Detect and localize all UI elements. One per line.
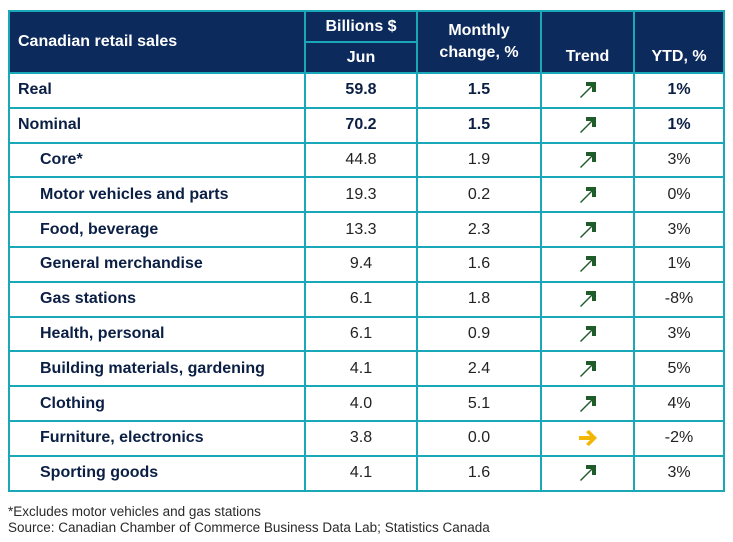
- up-arrow-icon: [577, 219, 599, 241]
- row-value-billions: 4.0: [304, 385, 418, 422]
- row-monthly-change: 1.6: [416, 454, 542, 492]
- up-arrow-icon: [577, 358, 599, 380]
- row-value-billions: 4.1: [304, 454, 418, 492]
- table-row: Building materials, gardening 4.1 2.4 5%: [8, 350, 725, 388]
- row-label: Real: [8, 72, 306, 109]
- row-label: Food, beverage: [8, 211, 306, 248]
- row-ytd: 1%: [633, 245, 725, 283]
- row-trend: [540, 72, 635, 109]
- row-monthly-change: 0.2: [416, 176, 542, 214]
- row-monthly-change: 0.0: [416, 419, 542, 457]
- row-value-billions: 3.8: [304, 419, 418, 457]
- row-trend: [540, 211, 635, 248]
- table-row: Gas stations 6.1 1.8 -8%: [8, 280, 725, 318]
- retail-sales-table-container: Canadian retail sales Billions $ Monthly…: [8, 10, 725, 492]
- up-arrow-icon: [577, 288, 599, 310]
- up-arrow-icon: [577, 114, 599, 136]
- row-trend: [540, 454, 635, 492]
- row-monthly-change: 5.1: [416, 385, 542, 422]
- retail-sales-table: Canadian retail sales Billions $ Monthly…: [8, 10, 725, 492]
- row-ytd: 4%: [633, 385, 725, 422]
- row-ytd: 3%: [633, 141, 725, 179]
- up-arrow-icon: [577, 462, 599, 484]
- row-monthly-change: 1.6: [416, 245, 542, 283]
- table-row: Sporting goods 4.1 1.6 3%: [8, 454, 725, 492]
- monthly-change-header-text: Monthly change, %: [439, 22, 519, 61]
- row-label: Building materials, gardening: [8, 350, 306, 388]
- row-monthly-change: 1.9: [416, 141, 542, 179]
- row-ytd: 5%: [633, 350, 725, 388]
- row-value-billions: 6.1: [304, 280, 418, 318]
- table-row: Nominal 70.2 1.5 1%: [8, 106, 725, 144]
- table-row: Real 59.8 1.5 1%: [8, 72, 725, 109]
- table-row: Furniture, electronics 3.8 0.0 -2%: [8, 419, 725, 457]
- row-label: General merchandise: [8, 245, 306, 283]
- row-ytd: -8%: [633, 280, 725, 318]
- row-trend: [540, 106, 635, 144]
- column-header-trend: Trend: [540, 10, 635, 74]
- row-label: Sporting goods: [8, 454, 306, 492]
- row-ytd: -2%: [633, 419, 725, 457]
- row-value-billions: 13.3: [304, 211, 418, 248]
- row-value-billions: 19.3: [304, 176, 418, 214]
- row-label: Gas stations: [8, 280, 306, 318]
- table-row: General merchandise 9.4 1.6 1%: [8, 245, 725, 283]
- footnote-excludes: *Excludes motor vehicles and gas station…: [8, 504, 261, 519]
- row-label: Health, personal: [8, 315, 306, 353]
- row-trend: [540, 385, 635, 422]
- row-value-billions: 44.8: [304, 141, 418, 179]
- row-label: Motor vehicles and parts: [8, 176, 306, 214]
- row-value-billions: 6.1: [304, 315, 418, 353]
- row-trend: [540, 350, 635, 388]
- row-ytd: 3%: [633, 211, 725, 248]
- row-ytd: 0%: [633, 176, 725, 214]
- row-label: Core*: [8, 141, 306, 179]
- up-arrow-icon: [577, 253, 599, 275]
- row-trend: [540, 280, 635, 318]
- column-header-monthly-change: Monthly change, %: [416, 10, 542, 74]
- row-monthly-change: 0.9: [416, 315, 542, 353]
- table-row: Health, personal 6.1 0.9 3%: [8, 315, 725, 353]
- row-trend: [540, 419, 635, 457]
- up-arrow-icon: [577, 393, 599, 415]
- row-value-billions: 9.4: [304, 245, 418, 283]
- right-arrow-icon: [577, 427, 599, 449]
- up-arrow-icon: [577, 323, 599, 345]
- table-row: Core* 44.8 1.9 3%: [8, 141, 725, 179]
- table-title: Canadian retail sales: [8, 10, 306, 74]
- column-header-billions: Billions $: [304, 10, 418, 43]
- row-value-billions: 4.1: [304, 350, 418, 388]
- row-monthly-change: 1.5: [416, 72, 542, 109]
- row-monthly-change: 1.5: [416, 106, 542, 144]
- row-trend: [540, 176, 635, 214]
- row-ytd: 1%: [633, 106, 725, 144]
- row-value-billions: 70.2: [304, 106, 418, 144]
- footnote-source: Source: Canadian Chamber of Commerce Bus…: [8, 520, 490, 535]
- table-row: Clothing 4.0 5.1 4%: [8, 385, 725, 422]
- column-header-month: Jun: [304, 41, 418, 74]
- row-ytd: 3%: [633, 315, 725, 353]
- row-label: Furniture, electronics: [8, 419, 306, 457]
- row-ytd: 3%: [633, 454, 725, 492]
- row-value-billions: 59.8: [304, 72, 418, 109]
- table-row: Motor vehicles and parts 19.3 0.2 0%: [8, 176, 725, 214]
- up-arrow-icon: [577, 184, 599, 206]
- table-row: Food, beverage 13.3 2.3 3%: [8, 211, 725, 248]
- column-header-ytd: YTD, %: [633, 10, 725, 74]
- row-label: Clothing: [8, 385, 306, 422]
- footnotes: *Excludes motor vehicles and gas station…: [8, 504, 490, 536]
- row-trend: [540, 245, 635, 283]
- up-arrow-icon: [577, 79, 599, 101]
- row-monthly-change: 2.3: [416, 211, 542, 248]
- up-arrow-icon: [577, 149, 599, 171]
- row-monthly-change: 1.8: [416, 280, 542, 318]
- row-label: Nominal: [8, 106, 306, 144]
- row-trend: [540, 315, 635, 353]
- table-body: Real 59.8 1.5 1% Nominal 70.2 1.5 1% Core* 44.8 1.…: [8, 72, 725, 492]
- row-ytd: 1%: [633, 72, 725, 109]
- row-monthly-change: 2.4: [416, 350, 542, 388]
- row-trend: [540, 141, 635, 179]
